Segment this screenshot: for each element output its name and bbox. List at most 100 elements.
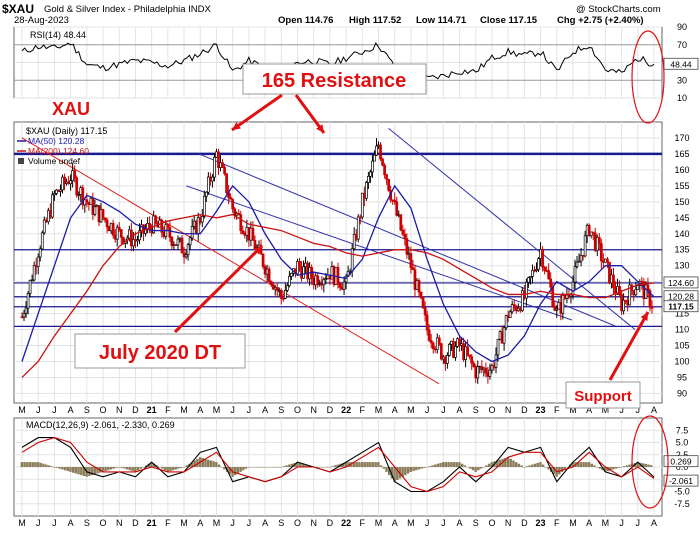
price-candle-body: [587, 224, 591, 236]
price-candle-body: [160, 219, 164, 233]
macd-histogram-bar: [317, 467, 321, 468]
macd-histogram-bar: [474, 467, 477, 472]
macd-xtick: N: [116, 518, 123, 528]
macd-histogram-bar: [458, 462, 461, 467]
macd-xtick: S: [473, 518, 479, 528]
price-candle-body: [553, 306, 557, 311]
macd-histogram-bar: [212, 461, 215, 467]
macd-histogram-bar: [36, 462, 40, 467]
price-candle-body: [22, 312, 26, 318]
macd-histogram-bar: [185, 465, 188, 467]
price-candle-body: [541, 249, 544, 268]
macd-histogram-bar: [217, 464, 221, 467]
macd-histogram-bar: [485, 465, 488, 467]
low-value: Low 114.71: [416, 15, 467, 26]
macd-xtick: M: [375, 518, 383, 528]
macd-histogram-bar: [266, 467, 269, 468]
macd-histogram-bar: [201, 458, 205, 467]
price-xtick: N: [505, 405, 512, 415]
macd-histogram-bar: [282, 466, 286, 467]
price-candle-body: [271, 284, 275, 290]
macd-histogram-bar: [387, 467, 391, 476]
macd-histogram-bar: [69, 467, 72, 472]
macd-xtick: J: [441, 518, 446, 528]
macd-histogram-bar: [115, 467, 118, 468]
macd-histogram-bar: [547, 467, 550, 470]
price-candle-body: [73, 170, 77, 179]
price-candle-body: [427, 329, 431, 341]
support-arrow-head: [640, 312, 648, 321]
price-candle-body: [261, 253, 265, 267]
price-candle-body: [423, 307, 427, 316]
dt-annotation: July 2020 DT: [74, 333, 246, 369]
macd-histogram-bar: [614, 467, 618, 469]
price-candle-body: [69, 180, 72, 185]
macd-histogram-bar: [80, 467, 83, 476]
price-candle-body: [36, 256, 40, 268]
macd-histogram-bar: [101, 467, 105, 472]
price-xtick: J: [52, 405, 57, 415]
price-ytick: 100: [674, 356, 689, 366]
rsi-value-tag: [663, 57, 699, 70]
price-candle-body: [476, 366, 480, 379]
macd-histogram-bar: [120, 467, 124, 468]
macd-histogram-bar: [577, 462, 580, 467]
macd-histogram-bar: [369, 462, 372, 467]
macd-histogram-bar: [409, 467, 413, 472]
macd-xtick: J: [619, 518, 624, 528]
price-candle-body: [316, 275, 320, 286]
price-xtick: J: [636, 405, 641, 415]
macd-xtick: N: [310, 518, 317, 528]
price-candle-body: [136, 239, 139, 242]
macd-histogram-bar: [112, 467, 115, 469]
price-candle-body: [502, 327, 506, 344]
macd-ytick: 7.5: [676, 425, 689, 435]
resistance-arrow-left-head: [232, 122, 241, 130]
macd-histogram-bar: [269, 467, 272, 468]
price-candle-body: [338, 283, 342, 288]
macd-histogram-bar: [55, 467, 59, 468]
macd-histogram-bar: [612, 467, 615, 470]
price-candle-body: [188, 237, 192, 246]
macd-value-tag: [663, 455, 699, 468]
macd-xtick: J: [230, 518, 235, 528]
price-candle-body: [527, 277, 530, 283]
rsi-highlight-ellipse: [631, 30, 665, 124]
macd-histogram-bar: [509, 458, 512, 467]
price-legend: $XAU (Daily) 117.15: [26, 126, 107, 136]
price-candle-body: [237, 212, 241, 216]
price-candle-body: [30, 279, 34, 282]
macd-histogram-bar: [463, 465, 467, 467]
price-xtick: N: [310, 405, 317, 415]
price-candle-body: [608, 261, 611, 284]
price-candle-body: [105, 219, 109, 228]
macd-histogram-bar: [323, 467, 326, 468]
price-candle-body: [32, 264, 36, 281]
price-candle-body: [599, 243, 603, 262]
macd-histogram-bar: [47, 465, 51, 467]
macd-histogram-bar: [277, 467, 280, 468]
price-candle-body: [583, 235, 587, 257]
price-ytick: 105: [674, 341, 689, 351]
price-candle-body: [184, 254, 188, 258]
macd-histogram-bar: [528, 465, 531, 467]
downtrend-red-line: [21, 137, 440, 385]
macd-xtick: M: [602, 518, 610, 528]
macd-histogram-bar: [517, 463, 521, 467]
price-xtick: S: [84, 405, 90, 415]
macd-xtick: S: [278, 518, 284, 528]
price-candle-body: [648, 290, 652, 308]
resistance-annotation: 165 Resistance: [242, 63, 427, 95]
price-candle-body: [395, 201, 399, 216]
price-candle-body: [152, 215, 156, 234]
macd-xtick: N: [505, 518, 512, 528]
macd-histogram-bar: [193, 460, 196, 467]
rsi-ytick: 10: [677, 93, 687, 103]
price-candle-body: [650, 306, 654, 309]
price-candle-body: [344, 275, 348, 283]
macd-xtick: A: [586, 518, 592, 528]
price-xtick: M: [18, 405, 26, 415]
macd-histogram-bar: [450, 462, 453, 467]
price-candle-body: [429, 340, 433, 344]
macd-histogram-bar: [271, 467, 275, 468]
